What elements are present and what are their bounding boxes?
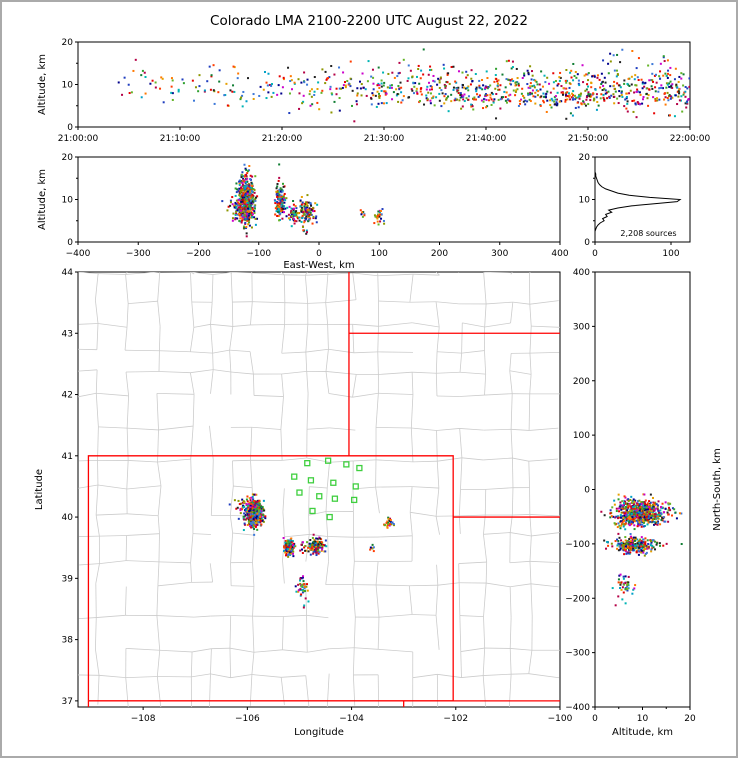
svg-text:−300: −300 bbox=[126, 249, 151, 259]
svg-text:44: 44 bbox=[62, 268, 74, 278]
svg-text:−102: −102 bbox=[443, 714, 468, 724]
svg-text:100: 100 bbox=[573, 431, 590, 441]
svg-text:21:10:00: 21:10:00 bbox=[160, 134, 201, 144]
map-source-points bbox=[228, 493, 396, 609]
svg-text:−100: −100 bbox=[548, 714, 573, 724]
svg-text:−100: −100 bbox=[565, 540, 590, 550]
svg-text:42: 42 bbox=[62, 391, 73, 401]
svg-text:Altitude, km: Altitude, km bbox=[37, 169, 48, 230]
svg-text:−200: −200 bbox=[186, 249, 211, 259]
lma-station-marker bbox=[326, 513, 333, 521]
ns-source-points bbox=[600, 493, 683, 607]
svg-text:21:40:00: 21:40:00 bbox=[466, 134, 507, 144]
svg-text:Altitude, km: Altitude, km bbox=[612, 727, 673, 738]
figure-title: Colorado LMA 2100-2200 UTC August 22, 20… bbox=[210, 13, 528, 29]
svg-text:38: 38 bbox=[62, 636, 74, 646]
svg-text:Longitude: Longitude bbox=[294, 727, 344, 738]
svg-text:10: 10 bbox=[62, 81, 74, 91]
svg-text:40: 40 bbox=[62, 513, 74, 523]
svg-text:−104: −104 bbox=[339, 714, 364, 724]
time-source-points bbox=[117, 48, 690, 123]
lma-station-marker bbox=[356, 464, 363, 472]
svg-text:39: 39 bbox=[62, 574, 74, 584]
plan-view-panel: −108 −106 −104 −102 −100 37 38 39 40 41 42 43 44 Long… bbox=[34, 268, 573, 738]
svg-text:21:30:00: 21:30:00 bbox=[364, 134, 405, 144]
lma-station-marker bbox=[291, 473, 298, 480]
svg-text:−100: −100 bbox=[246, 249, 271, 259]
svg-text:200: 200 bbox=[573, 377, 590, 387]
lma-station-marker bbox=[352, 483, 359, 490]
state-borders bbox=[87, 272, 560, 707]
svg-text:0: 0 bbox=[67, 238, 73, 248]
svg-text:0: 0 bbox=[592, 249, 598, 259]
svg-text:0: 0 bbox=[67, 123, 73, 133]
svg-text:−200: −200 bbox=[565, 594, 590, 604]
lma-station-marker bbox=[351, 496, 358, 504]
ew-height-panel: −400 −300 −200 −100 0 100 200 300 400 0 10 20 East-W… bbox=[37, 153, 569, 271]
svg-text:Latitude: Latitude bbox=[34, 469, 45, 510]
svg-text:−300: −300 bbox=[565, 649, 590, 659]
lma-station-markers bbox=[291, 457, 363, 521]
svg-text:−108: −108 bbox=[131, 714, 156, 724]
svg-text:0: 0 bbox=[592, 714, 598, 724]
lma-station-marker bbox=[330, 479, 337, 486]
svg-text:10: 10 bbox=[579, 196, 591, 206]
svg-text:37: 37 bbox=[62, 697, 73, 707]
svg-text:100: 100 bbox=[662, 249, 679, 259]
svg-text:20: 20 bbox=[579, 153, 591, 163]
svg-text:41: 41 bbox=[62, 452, 73, 462]
ew-source-points bbox=[221, 163, 386, 238]
svg-text:400: 400 bbox=[573, 268, 590, 278]
svg-text:21:00:00: 21:00:00 bbox=[58, 134, 99, 144]
svg-text:22:00:00: 22:00:00 bbox=[670, 134, 711, 144]
svg-text:10: 10 bbox=[62, 196, 74, 206]
lma-station-marker bbox=[307, 477, 315, 484]
svg-text:−400: −400 bbox=[565, 703, 590, 713]
lma-station-marker bbox=[331, 495, 339, 502]
svg-text:300: 300 bbox=[573, 322, 590, 332]
ns-height-panel: 0 10 20 −400 −300 −200 −100 0 100 200 300 400 Altitu… bbox=[565, 268, 723, 738]
svg-text:North-South, km: North-South, km bbox=[712, 448, 723, 531]
svg-text:20: 20 bbox=[62, 153, 74, 163]
svg-text:0: 0 bbox=[584, 486, 590, 496]
svg-text:East-West, km: East-West, km bbox=[283, 260, 354, 271]
svg-text:Altitude, km: Altitude, km bbox=[37, 54, 48, 115]
lma-station-marker bbox=[316, 493, 323, 500]
alt-histogram-panel: 0 100 0 10 20 2,208 sources bbox=[579, 153, 691, 259]
svg-text:0: 0 bbox=[584, 238, 590, 248]
svg-text:300: 300 bbox=[491, 249, 508, 259]
time-height-panel: 21:00:00 21:10:00 21:20:00 21:30:00 21:40:00… bbox=[37, 38, 710, 144]
lma-station-marker bbox=[296, 489, 303, 496]
lma-station-marker bbox=[324, 457, 332, 464]
svg-text:21:20:00: 21:20:00 bbox=[262, 134, 303, 144]
svg-text:−106: −106 bbox=[235, 714, 260, 724]
lma-station-marker bbox=[309, 507, 316, 515]
svg-text:43: 43 bbox=[62, 329, 73, 339]
svg-text:200: 200 bbox=[431, 249, 448, 259]
lma-station-marker bbox=[304, 460, 311, 467]
county-boundaries bbox=[78, 272, 560, 707]
svg-text:20: 20 bbox=[684, 714, 696, 724]
svg-text:2,208 sources: 2,208 sources bbox=[620, 229, 676, 238]
svg-text:100: 100 bbox=[371, 249, 388, 259]
svg-text:−400: −400 bbox=[66, 249, 91, 259]
svg-text:0: 0 bbox=[316, 249, 322, 259]
svg-text:400: 400 bbox=[551, 249, 568, 259]
svg-text:21:50:00: 21:50:00 bbox=[568, 134, 609, 144]
altitude-histogram-line bbox=[595, 157, 682, 242]
svg-text:10: 10 bbox=[637, 714, 649, 724]
svg-text:20: 20 bbox=[62, 38, 74, 48]
lma-station-marker bbox=[343, 461, 350, 468]
